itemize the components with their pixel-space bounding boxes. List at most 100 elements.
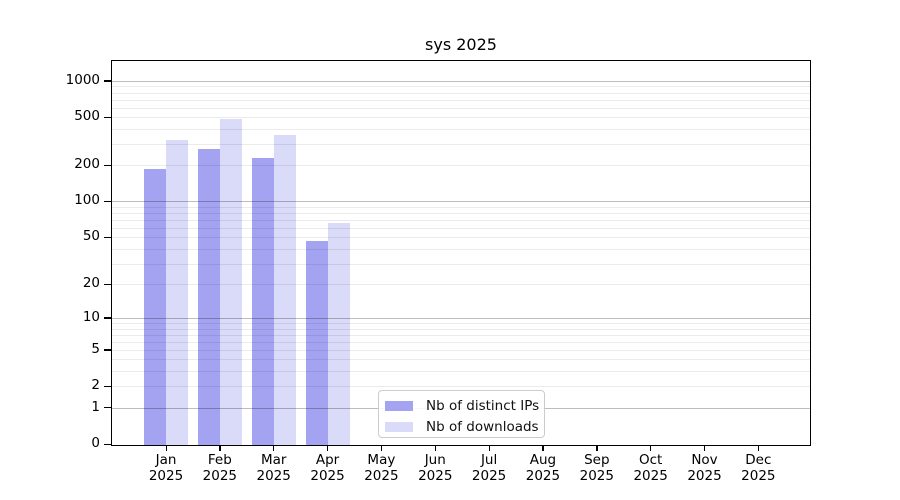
x-tick-mark-jul bbox=[488, 445, 490, 451]
x-tick-label-aug: Aug 2025 bbox=[515, 452, 571, 484]
minor-gridline-400 bbox=[112, 129, 810, 131]
x-tick-year: 2025 bbox=[633, 468, 668, 484]
x-tick-month: Feb bbox=[207, 452, 232, 468]
x-tick-month: Dec bbox=[745, 452, 772, 468]
x-tick-label-oct: Oct 2025 bbox=[623, 452, 679, 484]
y-tick-mark-2 bbox=[104, 385, 111, 388]
minor-gridline-500 bbox=[112, 117, 810, 119]
y-tick-label-0: 0 bbox=[91, 435, 100, 451]
minor-gridline-8 bbox=[112, 328, 810, 330]
legend-item-nb-of-distinct-ips: Nb of distinct IPs bbox=[379, 395, 544, 416]
minor-gridline-9 bbox=[112, 323, 810, 324]
y-tick-label-2: 2 bbox=[91, 377, 100, 394]
x-tick-year: 2025 bbox=[687, 468, 722, 484]
x-tick-mark-oct bbox=[650, 445, 652, 451]
x-tick-mark-nov bbox=[704, 445, 706, 451]
y-tick-mark-50 bbox=[104, 236, 111, 239]
grid-layer bbox=[112, 61, 810, 445]
x-tick-label-dec: Dec 2025 bbox=[730, 452, 786, 484]
y-tick-label-1: 1 bbox=[91, 398, 100, 415]
legend-label: Nb of distinct IPs bbox=[426, 397, 540, 414]
chart-title: sys 2025 bbox=[425, 35, 497, 54]
legend: Nb of distinct IPs Nb of downloads bbox=[378, 390, 545, 438]
x-tick-mark-dec bbox=[757, 445, 760, 451]
minor-gridline-70 bbox=[112, 219, 810, 221]
y-tick-mark-500 bbox=[104, 116, 111, 119]
bars-layer bbox=[112, 61, 810, 445]
x-tick-mark-mar bbox=[273, 445, 275, 451]
x-tick-month: Sep bbox=[584, 452, 610, 468]
minor-gridline-900 bbox=[112, 86, 810, 88]
minor-gridline-80 bbox=[112, 213, 810, 215]
x-tick-month: Oct bbox=[638, 452, 663, 468]
major-gridline-100 bbox=[112, 201, 810, 203]
y-tick-mark-20 bbox=[104, 283, 111, 285]
x-tick-month: Nov bbox=[691, 452, 718, 468]
minor-gridline-90 bbox=[112, 206, 810, 208]
y-tick-mark-200 bbox=[104, 164, 111, 167]
x-tick-label-feb: Feb 2025 bbox=[192, 452, 248, 484]
y-tick-mark-10 bbox=[104, 317, 111, 319]
x-tick-month: Apr bbox=[315, 452, 340, 468]
major-gridline-10 bbox=[112, 317, 810, 319]
bar-apr-nb-of-downloads bbox=[327, 223, 350, 445]
minor-gridline-6 bbox=[112, 341, 810, 343]
y-tick-mark-0 bbox=[104, 443, 111, 445]
minor-gridline-300 bbox=[112, 144, 810, 146]
y-tick-label-10: 10 bbox=[82, 308, 100, 325]
bar-jan-nb-of-downloads bbox=[166, 139, 188, 445]
bar-feb-nb-of-downloads bbox=[219, 119, 242, 445]
x-tick-month: Jan bbox=[155, 452, 177, 468]
bar-jan-nb-of-distinct-ips bbox=[144, 169, 166, 445]
x-tick-year: 2025 bbox=[741, 468, 776, 484]
minor-gridline-60 bbox=[112, 227, 810, 229]
minor-gridline-600 bbox=[112, 107, 810, 109]
x-tick-year: 2025 bbox=[579, 468, 614, 484]
x-tick-mark-sep bbox=[596, 445, 598, 451]
y-tick-mark-100 bbox=[104, 200, 111, 203]
legend-rows: Nb of distinct IPs Nb of downloads bbox=[379, 395, 544, 437]
x-tick-year: 2025 bbox=[364, 468, 399, 484]
legend-swatch-nb-of-downloads bbox=[385, 421, 413, 432]
x-tick-year: 2025 bbox=[525, 468, 561, 484]
minor-gridline-7 bbox=[112, 334, 810, 336]
x-tick-year: 2025 bbox=[202, 468, 238, 484]
x-tick-label-jul: Jul 2025 bbox=[461, 452, 517, 484]
x-tick-month: Jun bbox=[424, 452, 446, 468]
y-tick-label-20: 20 bbox=[82, 275, 100, 291]
minor-gridline-800 bbox=[112, 92, 810, 94]
x-tick-month: Mar bbox=[260, 452, 287, 468]
x-tick-month: Aug bbox=[529, 452, 557, 468]
x-tick-label-sep: Sep 2025 bbox=[569, 452, 625, 484]
x-tick-label-apr: Apr 2025 bbox=[300, 452, 356, 484]
y-tick-label-100: 100 bbox=[74, 192, 100, 209]
minor-gridline-2 bbox=[112, 386, 810, 388]
x-tick-mark-jun bbox=[434, 445, 437, 451]
minor-gridline-5 bbox=[112, 349, 810, 351]
minor-gridline-3 bbox=[112, 371, 810, 373]
legend-item-nb-of-downloads: Nb of downloads bbox=[379, 416, 544, 437]
bar-apr-nb-of-distinct-ips bbox=[305, 240, 328, 445]
minor-gridline-40 bbox=[112, 248, 810, 250]
x-tick-mark-apr bbox=[327, 445, 329, 451]
x-tick-mark-aug bbox=[542, 445, 544, 451]
legend-label: Nb of downloads bbox=[426, 418, 539, 435]
y-tick-mark-5 bbox=[104, 349, 111, 351]
minor-gridline-30 bbox=[112, 263, 810, 265]
y-tick-mark-1 bbox=[104, 407, 111, 409]
minor-gridline-20 bbox=[112, 284, 810, 285]
legend-swatch-nb-of-distinct-ips bbox=[385, 400, 413, 411]
x-tick-mark-feb bbox=[219, 445, 221, 451]
major-gridline-1000 bbox=[112, 80, 810, 82]
y-tick-label-5: 5 bbox=[91, 340, 100, 357]
y-tick-mark-1000 bbox=[104, 80, 111, 82]
x-tick-label-mar: Mar 2025 bbox=[246, 452, 302, 484]
y-tick-label-500: 500 bbox=[74, 108, 100, 125]
x-tick-label-nov: Nov 2025 bbox=[677, 452, 733, 484]
bar-mar-nb-of-downloads bbox=[273, 134, 296, 445]
x-tick-label-jan: Jan 2025 bbox=[138, 452, 194, 484]
minor-gridline-4 bbox=[112, 359, 810, 361]
x-tick-month: Jul bbox=[480, 452, 498, 468]
x-tick-year: 2025 bbox=[418, 468, 453, 484]
